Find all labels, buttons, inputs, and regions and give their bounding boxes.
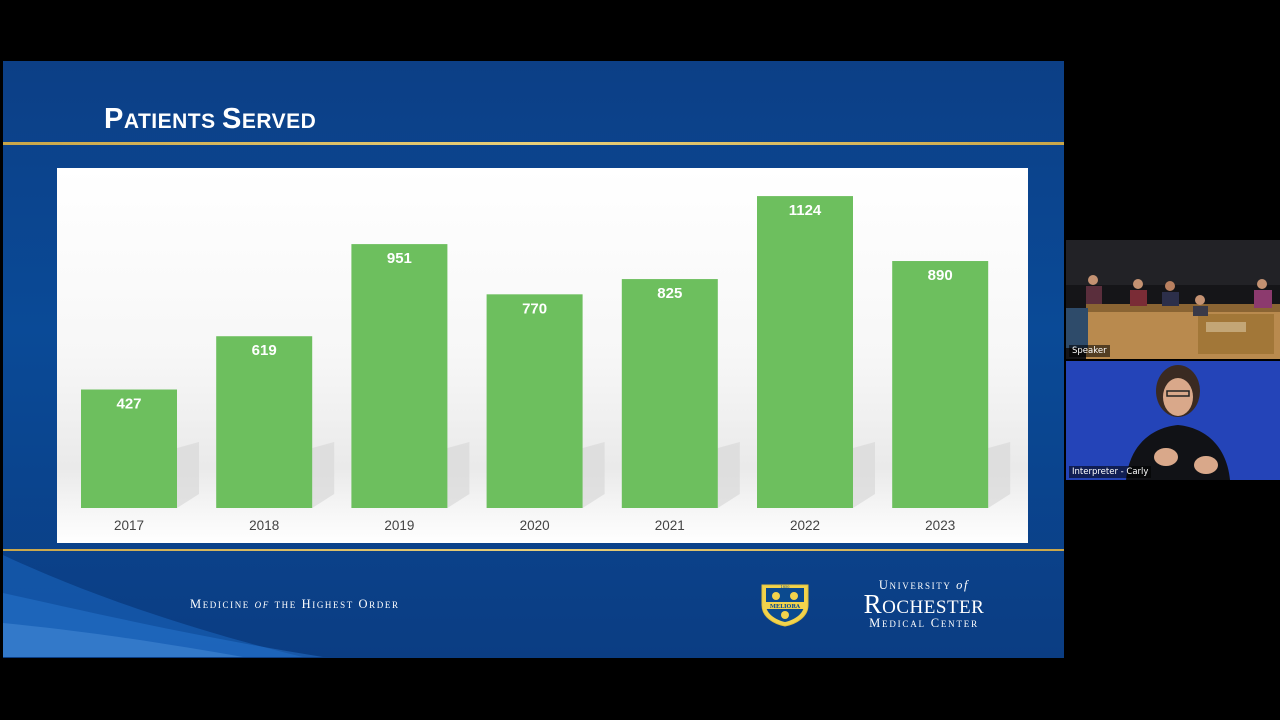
bar-2023	[892, 261, 989, 508]
x-tick-label-2017: 2017	[114, 518, 144, 533]
data-label-2022: 1124	[789, 202, 822, 219]
slide-title: PATIENTS SERVED	[104, 103, 317, 135]
svg-text:MELIORA: MELIORA	[770, 604, 801, 610]
bar-shadow	[853, 442, 875, 508]
x-tick-label-2021: 2021	[655, 518, 685, 533]
data-label-2018: 619	[252, 342, 277, 359]
bar-2022	[757, 196, 853, 508]
bar-2017	[81, 389, 177, 508]
data-label-2017: 427	[116, 396, 141, 413]
bar-shadow	[312, 442, 335, 508]
speaker-label: Speaker	[1069, 345, 1110, 357]
speaker-video-tile[interactable]: Speaker	[1066, 240, 1280, 359]
bar-shadow	[582, 442, 605, 508]
bar-2018	[216, 336, 313, 508]
university-seal-icon: MELIORA 1850	[761, 584, 809, 627]
bar-2019	[351, 244, 448, 508]
interpreter-video-tile[interactable]: Interpreter - Carly	[1066, 361, 1280, 480]
bar-shadow	[447, 442, 470, 508]
svg-text:1850: 1850	[781, 585, 790, 589]
interpreter-label: Interpreter - Carly	[1069, 466, 1152, 478]
urmc-logo: MELIORA 1850 University of Rochester Med…	[758, 578, 1028, 630]
bar-shadow	[988, 442, 1011, 508]
x-tick-label-2018: 2018	[249, 518, 279, 533]
bar-shadow	[717, 442, 740, 508]
bar-2021	[621, 279, 718, 508]
tagline: Medicine of the Highest Order	[190, 597, 400, 611]
logo-wordmark: University of Rochester Medical Center	[863, 578, 985, 630]
x-tick-label-2022: 2022	[790, 518, 820, 533]
interpreter-video-feed-icon	[1066, 361, 1280, 480]
x-tick-label-2019: 2019	[384, 518, 414, 533]
speaker-video-feed-icon	[1066, 240, 1280, 359]
footer-divider	[3, 549, 1064, 551]
bar-2020	[486, 294, 583, 508]
title-divider	[3, 142, 1064, 145]
footer-swoosh-decoration	[3, 555, 323, 657]
data-label-2023: 890	[928, 267, 953, 284]
bar-chart: 427 2017 619 2018 951 2019 770 2020 825 2021 1124 2…	[81, 196, 1011, 533]
data-label-2021: 825	[657, 285, 682, 302]
data-label-2020: 770	[522, 300, 547, 317]
x-tick-label-2020: 2020	[520, 518, 550, 533]
chart-panel: 427 2017 619 2018 951 2019 770 2020 825 2021 1124 2…	[57, 168, 1028, 543]
x-tick-label-2023: 2023	[925, 518, 955, 533]
presentation-slide: PATIENTS SERVED 427 2017 619 2018 951 2019 770…	[3, 61, 1064, 658]
bar-shadow	[177, 442, 199, 508]
data-label-2019: 951	[387, 250, 412, 267]
